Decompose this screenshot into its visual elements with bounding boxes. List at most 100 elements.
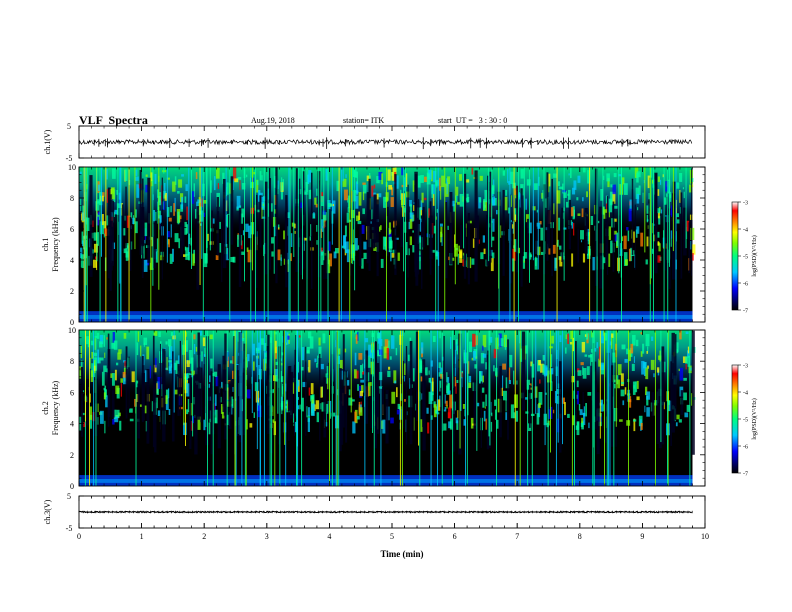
- spectrogram-cell: [476, 402, 480, 407]
- spectrogram-cell: [436, 208, 438, 213]
- spectrogram-cell: [610, 240, 613, 254]
- spectrogram-dark-streak: [664, 216, 667, 271]
- spectrogram-cell: [630, 343, 634, 354]
- spectrogram-cell: [493, 365, 495, 372]
- spectrogram-cell: [600, 399, 604, 412]
- spectrogram-cell: [571, 221, 574, 229]
- spectrogram-cell: [183, 422, 187, 436]
- spectrogram-cell: [494, 399, 497, 406]
- spectrogram-cell: [679, 173, 683, 182]
- spectrogram-cell: [629, 199, 633, 211]
- spectrogram-cell: [255, 209, 260, 213]
- spectrogram-cell: [175, 360, 179, 374]
- spectrogram-cell: [508, 207, 510, 214]
- spectrogram-dark-streak: [683, 207, 687, 256]
- spectrogram-cell: [214, 394, 217, 406]
- spectrogram-cell: [110, 373, 113, 378]
- spectrogram-cell: [600, 188, 604, 201]
- spectrogram-cell: [643, 368, 646, 377]
- spectrogram-cell: [170, 332, 174, 337]
- spectrogram-cell: [395, 387, 398, 398]
- spectrogram-cell: [449, 394, 453, 409]
- spectrogram-dark-streak: [414, 185, 417, 272]
- spectrogram-cell: [692, 244, 696, 255]
- spectrogram-cell: [478, 197, 481, 209]
- spectrogram-dark-streak: [161, 177, 163, 280]
- spectrogram-cell: [433, 170, 437, 183]
- spectrogram-cell: [582, 366, 584, 376]
- spectrogram-cell: [174, 197, 176, 212]
- spectrogram-cell: [435, 410, 439, 414]
- spectrogram-cell: [573, 223, 575, 236]
- spectrogram-cell: [491, 252, 495, 259]
- spectrogram-cell: [355, 195, 359, 209]
- spectrogram-dark-streak: [217, 364, 221, 449]
- spectrogram-cell: [79, 366, 82, 379]
- spectrogram-cell: [690, 367, 692, 371]
- spectrogram-cell: [525, 411, 529, 414]
- spectrogram-cell: [270, 237, 275, 244]
- spectrogram-cell: [640, 351, 643, 357]
- spectrogram-cell: [157, 201, 159, 211]
- spectrogram-cell: [281, 386, 285, 397]
- spectrogram-cell: [580, 240, 583, 243]
- spectrogram-cell: [95, 256, 98, 260]
- spectrogram-cell: [247, 354, 250, 362]
- spectrogram-cell: [232, 167, 237, 182]
- spectrogram-cell: [114, 416, 119, 423]
- spectrogram-cell: [390, 250, 392, 262]
- spectrogram-cell: [91, 363, 96, 378]
- spectrogram-cell: [199, 330, 203, 336]
- colorbar-tick-label: -6: [743, 445, 748, 451]
- y-tick-label: 8: [70, 357, 74, 366]
- spectrogram-cell: [513, 370, 515, 385]
- spectrogram-cell: [401, 193, 406, 206]
- spectrogram-cell: [572, 337, 575, 352]
- spectrogram-cell: [421, 342, 424, 354]
- spectrogram-cell: [611, 333, 614, 338]
- spectrogram-cell: [418, 256, 421, 270]
- spectrogram-dark-streak: [342, 334, 345, 428]
- spectrogram-cell: [346, 380, 350, 386]
- spectrogram-dark-streak: [216, 197, 220, 256]
- spectrogram-cell: [232, 399, 234, 409]
- spectrogram-cell: [364, 338, 369, 343]
- spectrogram-cell: [582, 367, 587, 379]
- colorbar-tick-label: -7: [743, 309, 748, 315]
- spectrogram-dark-streak: [112, 200, 114, 266]
- spectrogram-cell: [311, 403, 315, 416]
- spectrogram-cell: [274, 209, 277, 214]
- spectrogram-dark-streak: [594, 168, 598, 286]
- spectrogram-cell: [213, 409, 218, 424]
- spectrogram-cell: [343, 235, 346, 250]
- spectrogram-dark-streak: [429, 201, 432, 275]
- spectrogram-cell: [91, 351, 95, 359]
- spectrogram-cell: [395, 347, 398, 356]
- spectrogram-cell: [642, 343, 645, 354]
- spectrogram-dark-streak: [409, 340, 413, 445]
- figure-title: VLF Spectra: [79, 113, 148, 127]
- spectrogram-cell: [259, 338, 264, 345]
- spectrogram-cell: [683, 377, 687, 381]
- spectrogram-dark-streak: [305, 346, 307, 436]
- spectrogram-dark-streak: [376, 199, 379, 277]
- spectrogram-cell: [110, 187, 115, 200]
- spectrogram-dark-streak: [181, 223, 185, 247]
- spectrogram-cell: [407, 354, 411, 362]
- spectrogram-cell: [320, 196, 324, 206]
- spectrogram-dark-streak: [222, 355, 225, 413]
- spectrogram-dark-streak: [394, 174, 397, 275]
- spectrogram-dark-streak: [205, 336, 209, 446]
- spectrogram-cell: [101, 214, 104, 226]
- colorbar-tick-label: -3: [743, 364, 748, 370]
- spectrogram-cell: [493, 348, 498, 359]
- spectrogram-cell: [485, 394, 489, 407]
- spectrogram-dark-streak: [179, 340, 181, 416]
- spectrogram-cell: [357, 384, 359, 391]
- spectrogram-cell: [669, 210, 673, 216]
- spectrogram-cell: [301, 347, 305, 361]
- spectrogram-cell: [543, 365, 548, 377]
- spectrogram-cell: [426, 233, 429, 238]
- spectrogram-cell: [122, 228, 126, 236]
- spectrogram-cell: [318, 337, 321, 346]
